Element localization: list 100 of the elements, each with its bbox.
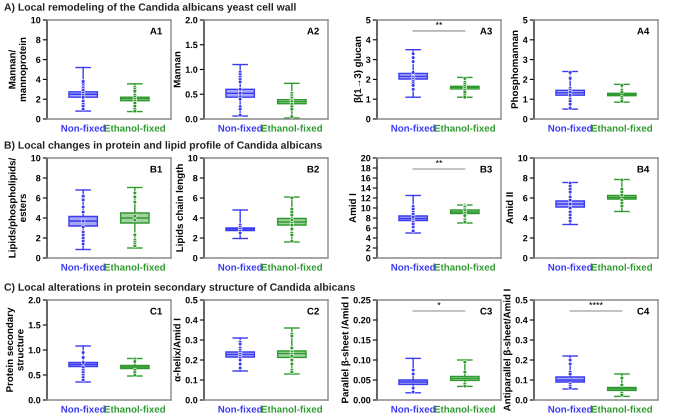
- chart-title: A) Local remodeling of the Candida albicans yeast cell wall: [4, 3, 296, 13]
- y-tick-label: 1: [366, 96, 370, 102]
- x-tick-label: Non-fixed: [391, 264, 435, 271]
- y-axis-title: Lipids chain length: [176, 164, 185, 252]
- x-tick-label: Ethanol-fixed: [104, 124, 165, 132]
- x-tick-label: Ethanol-fixed: [434, 406, 495, 413]
- y-tick-label: 0: [36, 116, 40, 122]
- y-tick-label: 16: [361, 174, 370, 182]
- y-tick-label: 0.5: [186, 91, 198, 98]
- y-tick-label: 4: [366, 235, 371, 242]
- y-tick-label: 4: [36, 215, 41, 222]
- y-axis-title: Protein secondary structure: [6, 308, 24, 392]
- annotation: C4: [637, 308, 650, 315]
- y-tick-label: 10: [31, 154, 40, 162]
- y-axis-title: Amid II: [506, 192, 514, 224]
- y-tick-label: 20: [361, 154, 370, 162]
- y-tick-label: 2.0: [186, 16, 198, 24]
- x-tick-label: Ethanol-fixed: [262, 406, 322, 413]
- y-axis-title: Phosphomannan: [510, 30, 520, 108]
- annotation: A1: [150, 28, 162, 34]
- annotation: **: [436, 160, 442, 164]
- annotation: B4: [638, 166, 650, 173]
- y-tick-label: 0: [523, 254, 528, 262]
- x-tick-label: Non-fixed: [218, 124, 262, 132]
- y-tick-label: 0: [36, 254, 40, 262]
- y-tick-label: 0: [366, 116, 370, 122]
- x-tick-label: Non-fixed: [61, 124, 105, 132]
- y-tick-label: 10: [361, 204, 370, 212]
- x-tick-label: Non-fixed: [391, 124, 435, 132]
- y-axis-title: Amid I: [348, 194, 356, 223]
- y-tick-label: 0.1: [516, 376, 528, 384]
- y-axis-title: Mannan/ mannoprotein: [8, 38, 28, 102]
- y-tick-label: 0.0: [186, 116, 198, 122]
- y-tick-label: 0.10: [354, 356, 370, 364]
- y-tick-label: 0.2: [186, 356, 198, 364]
- y-tick-label: 0: [366, 254, 370, 262]
- x-tick-label: Ethanol-fixed: [262, 264, 322, 271]
- y-tick-label: 10: [31, 16, 40, 24]
- y-tick-label: 10: [188, 154, 198, 162]
- x-tick-label: Non-fixed: [61, 264, 105, 271]
- y-tick-label: 2: [523, 234, 528, 242]
- y-tick-label: 0.0: [516, 396, 528, 404]
- x-tick-label: Non-fixed: [548, 124, 592, 132]
- y-tick-label: 8: [366, 214, 370, 222]
- y-tick-label: 0.5: [516, 296, 528, 304]
- y-tick-label: 2.0: [28, 296, 40, 304]
- y-tick-label: 4: [522, 36, 528, 44]
- x-tick-label: Ethanol-fixed: [592, 406, 652, 413]
- y-tick-label: 6: [36, 56, 40, 63]
- y-tick-label: 4: [36, 76, 41, 83]
- y-tick-label: 2: [523, 76, 528, 83]
- x-tick-label: Ethanol-fixed: [434, 124, 495, 132]
- x-tick-label: Ethanol-fixed: [104, 406, 165, 413]
- y-tick-label: 1.5: [186, 42, 198, 48]
- y-tick-label: 3: [366, 56, 370, 63]
- y-tick-label: 0.00: [354, 396, 370, 404]
- y-tick-label: 0.25: [354, 296, 370, 304]
- x-tick-label: Non-fixed: [548, 406, 592, 413]
- y-axis-title: Parallel β-sheet /Amid I: [341, 297, 350, 403]
- y-tick-label: 0.5: [186, 296, 198, 304]
- y-tick-label: 18: [361, 164, 370, 172]
- y-tick-label: 8: [36, 36, 40, 44]
- y-tick-label: 0.4: [516, 316, 528, 324]
- y-tick-label: 2: [36, 96, 40, 102]
- y-tick-label: 8: [523, 174, 528, 182]
- annotation: *: [437, 302, 441, 306]
- annotation: A3: [480, 28, 492, 35]
- y-tick-label: 3: [522, 56, 528, 63]
- y-tick-label: 1: [523, 96, 528, 102]
- annotation: B1: [150, 166, 162, 173]
- y-tick-label: 4: [366, 36, 371, 44]
- y-tick-label: 6: [36, 194, 40, 202]
- x-tick-label: Ethanol-fixed: [434, 264, 495, 271]
- x-tick-label: Ethanol-fixed: [104, 264, 165, 271]
- y-tick-label: 5: [366, 17, 370, 24]
- y-tick-label: 2: [36, 234, 40, 242]
- y-tick-label: 0.0: [28, 396, 40, 404]
- x-tick-label: Non-fixed: [61, 406, 105, 413]
- x-tick-label: Non-fixed: [218, 406, 262, 413]
- y-axis-title: β(1→3) glucan: [354, 36, 363, 102]
- y-tick-label: 6: [193, 194, 198, 202]
- y-tick-label: 2: [366, 244, 370, 252]
- y-tick-label: 1.0: [28, 346, 40, 354]
- x-tick-label: Ethanol-fixed: [592, 124, 652, 132]
- y-tick-label: 0.3: [516, 336, 528, 344]
- y-tick-label: 0.20: [354, 316, 370, 324]
- y-tick-label: 5: [523, 17, 528, 24]
- chart-title: C) Local alterations in protein secondary structure of Candida albicans: [4, 283, 355, 293]
- annotation: **: [436, 22, 442, 25]
- annotation: B2: [308, 166, 319, 173]
- y-tick-label: 0: [523, 116, 528, 122]
- y-tick-label: 8: [36, 174, 40, 182]
- x-tick-label: Ethanol-fixed: [262, 124, 322, 132]
- annotation: A2: [307, 28, 319, 34]
- y-tick-label: 2: [193, 234, 198, 242]
- y-tick-label: 0.0: [186, 396, 198, 404]
- x-tick-label: Ethanol-fixed: [592, 264, 652, 271]
- y-tick-label: 12: [361, 194, 370, 202]
- y-tick-label: 14: [361, 185, 371, 192]
- annotation: A4: [637, 28, 650, 34]
